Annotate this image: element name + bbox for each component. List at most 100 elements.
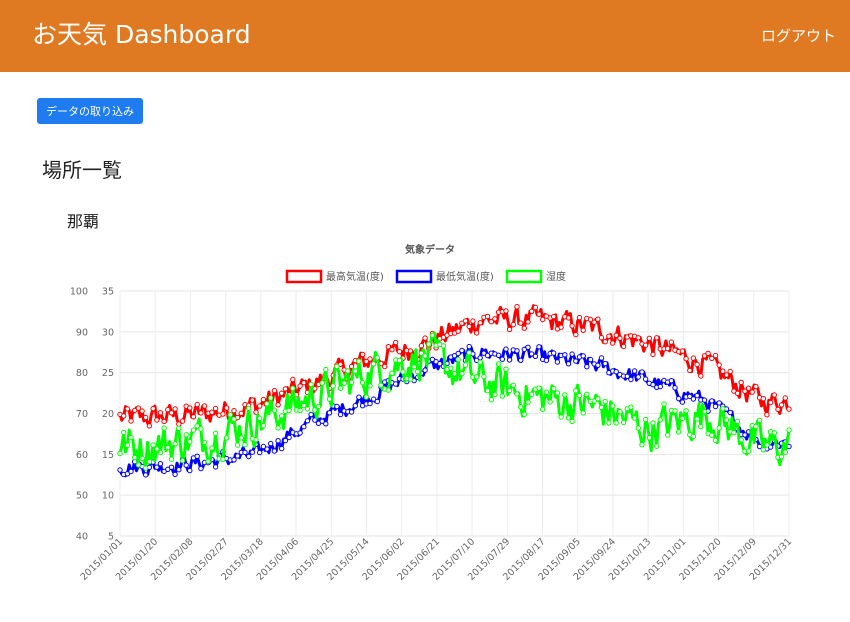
data-point[interactable]: [756, 417, 763, 424]
data-point[interactable]: [121, 429, 127, 436]
data-point[interactable]: [363, 358, 369, 365]
data-point[interactable]: [271, 407, 278, 413]
data-point[interactable]: [760, 447, 766, 453]
data-point[interactable]: [683, 408, 689, 414]
data-point[interactable]: [712, 437, 719, 444]
data-point[interactable]: [176, 467, 182, 473]
data-point[interactable]: [212, 464, 219, 470]
data-point[interactable]: [337, 411, 344, 418]
data-point[interactable]: [212, 430, 219, 437]
data-point[interactable]: [205, 458, 211, 465]
data-point[interactable]: [716, 400, 722, 406]
data-point[interactable]: [584, 391, 590, 398]
data-point[interactable]: [709, 398, 715, 404]
data-point[interactable]: [705, 350, 711, 357]
data-point[interactable]: [613, 369, 619, 375]
data-point[interactable]: [778, 454, 785, 460]
data-point[interactable]: [642, 342, 649, 348]
data-point[interactable]: [510, 321, 516, 328]
data-point[interactable]: [503, 346, 509, 352]
data-point[interactable]: [234, 442, 241, 448]
data-point[interactable]: [190, 427, 197, 433]
data-point[interactable]: [606, 333, 612, 339]
data-point[interactable]: [613, 332, 619, 339]
data-point[interactable]: [451, 371, 458, 377]
data-point[interactable]: [455, 350, 461, 357]
data-point[interactable]: [220, 411, 226, 417]
data-point[interactable]: [286, 434, 292, 441]
data-point[interactable]: [253, 409, 259, 415]
data-point[interactable]: [723, 372, 730, 378]
data-point[interactable]: [639, 442, 645, 448]
data-point[interactable]: [536, 344, 542, 350]
data-point[interactable]: [635, 425, 641, 431]
data-point[interactable]: [407, 376, 414, 382]
data-point[interactable]: [135, 462, 142, 468]
data-point[interactable]: [484, 388, 491, 394]
data-point[interactable]: [290, 385, 296, 392]
data-point[interactable]: [676, 395, 682, 402]
data-point[interactable]: [227, 412, 234, 418]
data-point[interactable]: [363, 394, 369, 400]
data-point[interactable]: [249, 449, 256, 455]
data-point[interactable]: [650, 351, 656, 358]
data-point[interactable]: [554, 390, 561, 396]
data-point[interactable]: [279, 413, 285, 419]
data-point[interactable]: [183, 432, 189, 438]
data-point[interactable]: [415, 369, 421, 375]
data-point[interactable]: [595, 362, 601, 369]
data-point[interactable]: [198, 426, 204, 432]
data-point[interactable]: [676, 429, 682, 435]
data-point[interactable]: [473, 330, 480, 336]
data-point[interactable]: [231, 416, 237, 422]
data-point[interactable]: [569, 418, 575, 425]
data-point[interactable]: [753, 423, 759, 430]
data-point[interactable]: [312, 407, 318, 413]
data-point[interactable]: [271, 387, 278, 394]
data-point[interactable]: [514, 304, 520, 310]
data-point[interactable]: [179, 418, 186, 424]
data-point[interactable]: [242, 449, 248, 456]
data-point[interactable]: [606, 420, 612, 426]
data-point[interactable]: [642, 416, 649, 423]
data-point[interactable]: [132, 407, 138, 414]
data-point[interactable]: [168, 410, 175, 416]
data-point[interactable]: [580, 327, 586, 334]
legend-label[interactable]: 湿度: [546, 270, 566, 283]
data-point[interactable]: [304, 418, 311, 424]
data-point[interactable]: [257, 449, 263, 456]
data-point[interactable]: [238, 435, 245, 441]
data-point[interactable]: [499, 356, 505, 362]
data-point[interactable]: [771, 430, 777, 436]
data-point[interactable]: [374, 398, 380, 405]
data-point[interactable]: [448, 365, 454, 371]
data-point[interactable]: [462, 318, 469, 324]
data-point[interactable]: [367, 400, 373, 407]
data-point[interactable]: [591, 319, 597, 325]
data-point[interactable]: [165, 444, 171, 451]
data-point[interactable]: [466, 343, 472, 350]
data-point[interactable]: [562, 352, 568, 358]
data-point[interactable]: [209, 409, 215, 415]
data-point[interactable]: [654, 335, 660, 341]
data-point[interactable]: [301, 424, 307, 430]
data-point[interactable]: [481, 350, 487, 356]
data-point[interactable]: [172, 471, 178, 478]
data-point[interactable]: [650, 382, 656, 388]
logout-link[interactable]: ログアウト: [760, 27, 836, 45]
data-point[interactable]: [146, 459, 153, 465]
data-point[interactable]: [334, 363, 340, 370]
data-point[interactable]: [576, 392, 583, 399]
data-point[interactable]: [558, 414, 564, 420]
data-point[interactable]: [455, 356, 461, 363]
data-point[interactable]: [117, 467, 123, 473]
data-point[interactable]: [565, 415, 572, 421]
data-point[interactable]: [665, 345, 671, 352]
data-point[interactable]: [157, 461, 164, 467]
data-point[interactable]: [253, 437, 259, 443]
data-point[interactable]: [179, 457, 186, 464]
data-point[interactable]: [672, 385, 678, 391]
data-point[interactable]: [609, 403, 616, 409]
data-point[interactable]: [356, 394, 362, 400]
data-point[interactable]: [165, 407, 171, 413]
